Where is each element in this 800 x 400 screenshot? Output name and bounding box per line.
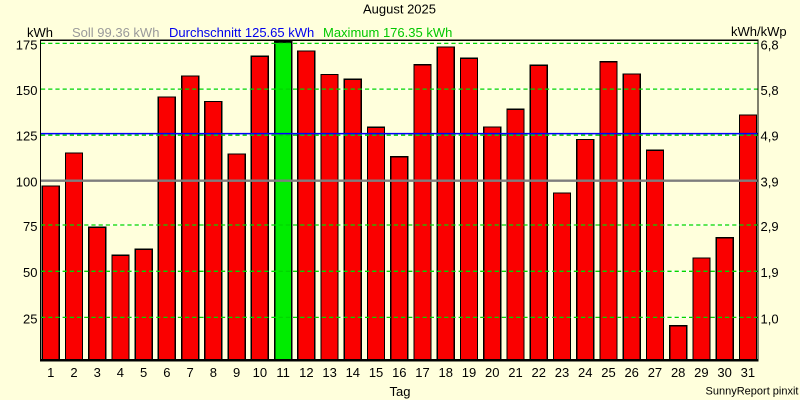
svg-text:7: 7 — [187, 365, 194, 380]
svg-text:4: 4 — [117, 365, 124, 380]
svg-text:1,9: 1,9 — [761, 265, 779, 280]
svg-text:175: 175 — [16, 37, 38, 52]
svg-text:13: 13 — [322, 365, 336, 380]
svg-text:Maximum 176.35 kWh: Maximum 176.35 kWh — [323, 25, 452, 40]
svg-text:27: 27 — [648, 365, 662, 380]
svg-text:125: 125 — [16, 129, 38, 144]
svg-text:6,8: 6,8 — [761, 37, 779, 52]
svg-text:SunnyReport pinxit: SunnyReport pinxit — [706, 386, 799, 398]
svg-text:14: 14 — [346, 365, 360, 380]
svg-text:20: 20 — [485, 365, 499, 380]
svg-text:Soll 99.36 kWh: Soll 99.36 kWh — [72, 25, 159, 40]
svg-text:50: 50 — [23, 265, 37, 280]
svg-text:150: 150 — [16, 83, 38, 98]
svg-text:16: 16 — [392, 365, 406, 380]
svg-text:29: 29 — [694, 365, 708, 380]
svg-text:8: 8 — [210, 365, 217, 380]
svg-text:10: 10 — [253, 365, 267, 380]
svg-text:25: 25 — [23, 311, 37, 326]
svg-text:Tag: Tag — [390, 384, 411, 399]
svg-text:24: 24 — [578, 365, 592, 380]
svg-text:15: 15 — [369, 365, 383, 380]
svg-text:1: 1 — [47, 365, 54, 380]
svg-text:25: 25 — [601, 365, 615, 380]
svg-text:21: 21 — [508, 365, 522, 380]
svg-text:17: 17 — [415, 365, 429, 380]
svg-text:18: 18 — [439, 365, 453, 380]
svg-text:August 2025: August 2025 — [363, 2, 436, 17]
svg-text:5,8: 5,8 — [761, 83, 779, 98]
svg-text:30: 30 — [717, 365, 731, 380]
svg-text:11: 11 — [276, 365, 290, 380]
svg-text:1,0: 1,0 — [761, 311, 779, 326]
svg-text:23: 23 — [555, 365, 569, 380]
svg-text:19: 19 — [462, 365, 476, 380]
svg-text:26: 26 — [624, 365, 638, 380]
svg-text:kWh: kWh — [27, 25, 53, 40]
svg-text:2,9: 2,9 — [761, 219, 779, 234]
svg-text:12: 12 — [299, 365, 313, 380]
svg-text:4,9: 4,9 — [761, 129, 779, 144]
svg-text:kWh/kWp: kWh/kWp — [731, 24, 787, 39]
svg-text:75: 75 — [23, 219, 37, 234]
svg-text:2: 2 — [70, 365, 77, 380]
svg-text:Durchschnitt 125.65 kWh: Durchschnitt 125.65 kWh — [169, 25, 314, 40]
svg-text:22: 22 — [532, 365, 546, 380]
svg-text:100: 100 — [16, 174, 38, 189]
svg-text:3: 3 — [94, 365, 101, 380]
svg-text:6: 6 — [163, 365, 170, 380]
svg-text:9: 9 — [233, 365, 240, 380]
svg-text:28: 28 — [671, 365, 685, 380]
svg-text:31: 31 — [741, 365, 755, 380]
svg-text:3,9: 3,9 — [761, 174, 779, 189]
svg-text:5: 5 — [140, 365, 147, 380]
